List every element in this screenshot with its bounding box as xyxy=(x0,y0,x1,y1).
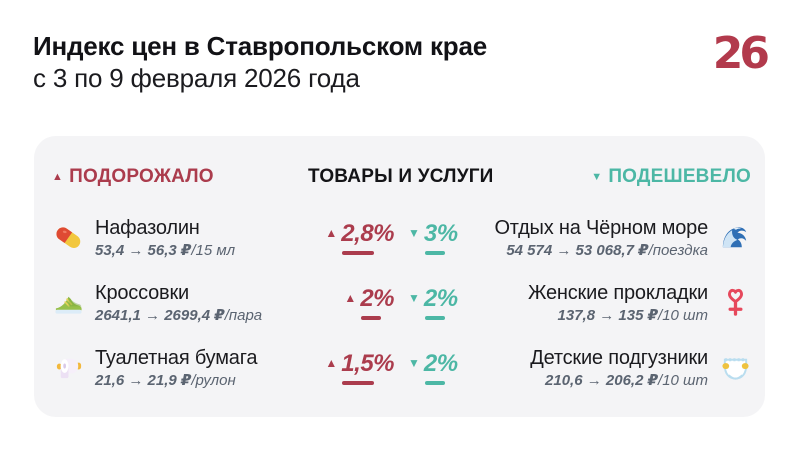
percent-down-value: 2% xyxy=(424,285,458,320)
percent-down: ▼ 3% xyxy=(408,220,458,255)
item-text: Детские подгузники 210,6 → 206,2 ₽/10 шт xyxy=(530,347,708,389)
item-title: Отдых на Чёрном море xyxy=(494,216,708,239)
item-title: Туалетная бумага xyxy=(95,346,258,369)
item-price-change: 137,8 → 135 ₽/10 шт xyxy=(558,306,708,324)
title-block: Индекс цен в Ставропольском крае с 3 по … xyxy=(33,30,487,94)
item-title: Кроссовки xyxy=(95,281,189,304)
up-triangle-icon: ▲ xyxy=(52,171,64,183)
sea-wave-icon xyxy=(719,222,751,254)
price-unit: /рулон xyxy=(191,371,236,389)
page-title: Индекс цен в Ставропольском крае xyxy=(33,31,487,61)
down-triangle-icon: ▼ xyxy=(408,291,420,305)
item-text: Туалетная бумага 21,6 → 21,9 ₽/рулон xyxy=(95,347,257,389)
percent-down-value: 2% xyxy=(424,350,458,385)
item-price-change: 21,6 → 21,9 ₽/рулон xyxy=(95,371,257,389)
column-header-up-label: ПОДОРОЖАЛО xyxy=(69,166,214,187)
percent-pair: ▲ 2% ▼ 2% xyxy=(308,285,488,320)
item-price-change: 210,6 → 206,2 ₽/10 шт xyxy=(545,371,708,389)
percent-up: ▲ 1,5% xyxy=(308,350,394,385)
price-board-grid: ▲ ПОДОРОЖАЛО ТОВАРЫ И УСЛУГИ ▼ ПОДЕШЕВЕЛО … xyxy=(52,160,751,400)
item-price-change: 53,4 → 56,3 ₽/15 мл xyxy=(95,241,235,259)
female-sign-icon xyxy=(719,287,751,319)
item-title: Нафазолин xyxy=(95,216,200,239)
item-title: Детские подгузники xyxy=(530,346,708,369)
percent-up: ▲ 2% xyxy=(308,285,394,320)
column-header-goods: ТОВАРЫ И УСЛУГИ xyxy=(308,166,494,187)
price-item-black-sea-holiday: Отдых на Чёрном море 54 574 → 53 068,7 ₽… xyxy=(488,217,751,259)
percent-up-value: 1,5% xyxy=(341,350,394,385)
item-text: Отдых на Чёрном море 54 574 → 53 068,7 ₽… xyxy=(494,217,708,259)
price-values: 54 574 → 53 068,7 ₽ xyxy=(506,241,649,259)
toilet-paper-icon xyxy=(52,352,84,384)
percent-down: ▼ 2% xyxy=(408,350,458,385)
percent-up-value: 2,8% xyxy=(341,220,394,255)
brand-26-logo: 26 xyxy=(712,28,770,79)
percent-down-value: 3% xyxy=(424,220,458,255)
price-item-sneakers: Кроссовки 2641,1 → 2699,4 ₽/пара xyxy=(52,282,308,324)
item-title: Женские прокладки xyxy=(527,281,708,304)
price-unit: /10 шт xyxy=(658,371,708,389)
item-text: Кроссовки 2641,1 → 2699,4 ₽/пара xyxy=(95,282,262,324)
header: Индекс цен в Ставропольском крае с 3 по … xyxy=(33,30,770,94)
price-unit: /10 шт xyxy=(658,306,708,324)
up-triangle-icon: ▲ xyxy=(344,291,357,305)
price-unit: /пара xyxy=(224,306,263,324)
up-triangle-icon: ▲ xyxy=(325,356,338,370)
percent-up-value: 2% xyxy=(360,285,394,320)
up-triangle-icon: ▲ xyxy=(325,226,338,240)
price-unit: /поездка xyxy=(648,241,708,259)
down-triangle-icon: ▼ xyxy=(408,356,420,370)
price-values: 2641,1 → 2699,4 ₽ xyxy=(95,306,225,324)
pill-icon xyxy=(52,222,84,254)
column-header-down-label: ПОДЕШЕВЕЛО xyxy=(608,166,751,187)
price-values: 21,6 → 21,9 ₽ xyxy=(95,371,192,389)
item-text: Нафазолин 53,4 → 56,3 ₽/15 мл xyxy=(95,217,235,259)
percent-pair: ▲ 2,8% ▼ 3% xyxy=(308,220,488,255)
down-triangle-icon: ▼ xyxy=(408,226,420,240)
column-header-up: ▲ ПОДОРОЖАЛО xyxy=(52,160,308,188)
item-text: Женские прокладки 137,8 → 135 ₽/10 шт xyxy=(528,282,708,324)
percent-up: ▲ 2,8% xyxy=(308,220,394,255)
down-triangle-icon: ▼ xyxy=(591,171,603,183)
price-item-feminine-pads: Женские прокладки 137,8 → 135 ₽/10 шт xyxy=(488,282,751,324)
sneaker-icon xyxy=(52,287,84,319)
column-header-down: ▼ ПОДЕШЕВЕЛО xyxy=(488,160,751,188)
price-item-toilet-paper: Туалетная бумага 21,6 → 21,9 ₽/рулон xyxy=(52,347,308,389)
diaper-icon xyxy=(719,352,751,384)
price-board: ▲ ПОДОРОЖАЛО ТОВАРЫ И УСЛУГИ ▼ ПОДЕШЕВЕЛО … xyxy=(34,136,765,417)
page-subtitle: с 3 по 9 февраля 2026 года xyxy=(33,63,360,93)
percent-pair: ▲ 1,5% ▼ 2% xyxy=(308,350,488,385)
item-price-change: 54 574 → 53 068,7 ₽/поездка xyxy=(506,241,708,259)
price-values: 137,8 → 135 ₽ xyxy=(557,306,659,324)
percent-down: ▼ 2% xyxy=(408,285,458,320)
item-price-change: 2641,1 → 2699,4 ₽/пара xyxy=(95,306,262,324)
price-unit: /15 мл xyxy=(191,241,236,259)
price-item-naphazoline: Нафазолин 53,4 → 56,3 ₽/15 мл xyxy=(52,217,308,259)
price-item-baby-diapers: Детские подгузники 210,6 → 206,2 ₽/10 шт xyxy=(488,347,751,389)
price-values: 210,6 → 206,2 ₽ xyxy=(545,371,659,389)
price-values: 53,4 → 56,3 ₽ xyxy=(95,241,192,259)
